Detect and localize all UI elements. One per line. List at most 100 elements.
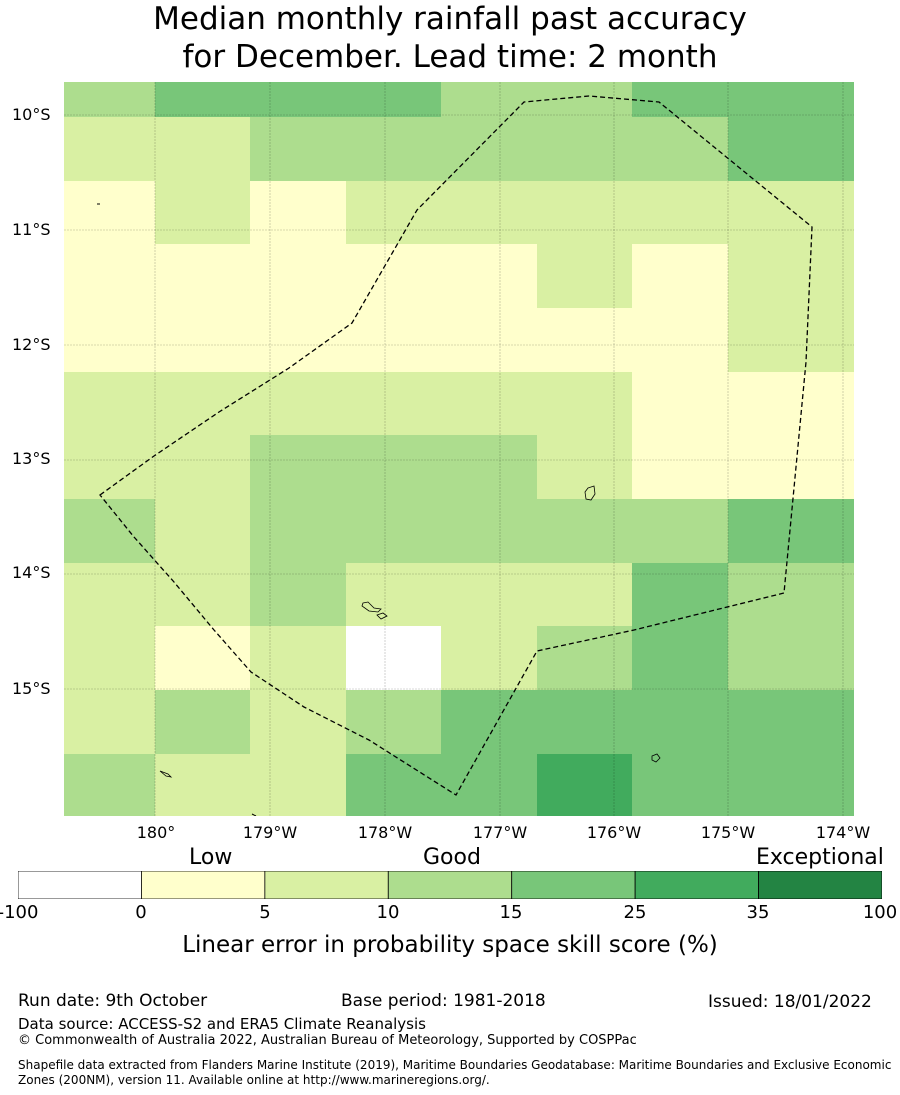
colorbar-tick: -100 <box>0 902 39 923</box>
grid-cell <box>155 117 251 182</box>
grid-cell <box>537 435 633 500</box>
eez-boundary <box>99 95 813 796</box>
graticule <box>64 82 854 816</box>
island-shape <box>361 601 382 613</box>
grid-cell <box>632 82 729 118</box>
grid-cell <box>64 117 156 182</box>
colorbar-title: Linear error in probability space skill … <box>182 932 718 958</box>
grid-cell <box>250 181 347 245</box>
grid-cell <box>346 499 442 564</box>
colorbar-segment <box>387 870 513 900</box>
grid-cell <box>441 308 538 373</box>
grid-cell <box>441 626 538 691</box>
grid-cell <box>728 690 824 755</box>
grid-cell <box>728 372 824 436</box>
grid-cell <box>537 82 633 118</box>
grid-cell <box>441 754 538 816</box>
map-title-line1: Median monthly rainfall past accuracy <box>153 1 747 37</box>
grid-cell <box>346 372 442 436</box>
grid-cell <box>823 82 854 118</box>
grid-cell <box>823 435 854 500</box>
colorbar-tick: 0 <box>135 902 147 923</box>
shapefile-credit: Zones (200NM), version 11. Available onl… <box>18 1073 490 1087</box>
colorbar-tick: 15 <box>499 902 523 923</box>
grid-cell <box>632 435 729 500</box>
grid-cell <box>346 626 442 691</box>
grid-cell <box>155 435 251 500</box>
lat-label: 13°S <box>12 449 51 468</box>
colorbar-tick: 100 <box>862 902 898 923</box>
grid-cell <box>632 372 729 436</box>
grid-cell <box>155 308 251 373</box>
issued-date: Issued: 18/01/2022 <box>708 992 872 1012</box>
grid-cell <box>155 372 251 436</box>
base-period: Base period: 1981-2018 <box>341 991 546 1011</box>
grid-cell <box>537 563 633 627</box>
grid-cell <box>250 308 347 373</box>
grid-cell <box>64 82 156 118</box>
grid-cell <box>632 181 729 245</box>
grid-cell <box>441 499 538 564</box>
shapefile-credit: Shapefile data extracted from Flanders M… <box>18 1058 892 1072</box>
grid-cell <box>823 626 854 691</box>
lon-label: 175°W <box>700 823 756 842</box>
grid-cell <box>823 308 854 373</box>
grid-cell <box>346 244 442 309</box>
category-label-good: Good <box>423 845 481 870</box>
lon-label: 177°W <box>472 823 528 842</box>
grid-cell <box>728 499 824 564</box>
grid-cell <box>537 117 633 182</box>
grid-cell <box>346 181 442 245</box>
lat-label: 11°S <box>12 220 51 239</box>
grid-cell <box>823 117 854 182</box>
colorbar-segment <box>264 870 389 900</box>
grid-cell <box>441 117 538 182</box>
grid-cell <box>632 690 729 755</box>
grid-cell <box>250 563 347 627</box>
grid-cell <box>250 626 347 691</box>
grid-cell <box>64 244 156 309</box>
lon-label: 174°W <box>815 823 871 842</box>
grid-cell <box>823 181 854 245</box>
grid-cell <box>250 690 347 755</box>
grid-cell <box>537 181 633 245</box>
grid-cell <box>346 435 442 500</box>
grid-cell <box>728 244 824 309</box>
colorbar-segment <box>17 870 142 900</box>
grid-cell <box>728 435 824 500</box>
grid-cell <box>728 626 824 691</box>
grid-cell <box>346 308 442 373</box>
colorbar-tick: 5 <box>259 902 271 923</box>
grid-cell <box>64 626 156 691</box>
colorbar-segment <box>511 870 636 900</box>
grid-cell <box>728 117 824 182</box>
grid-cell <box>441 82 538 118</box>
grid-cell <box>728 754 824 816</box>
grid-cell <box>632 499 729 564</box>
grid-cell <box>64 563 156 627</box>
island-shape <box>584 485 596 501</box>
grid-cell <box>64 308 156 373</box>
grid-cell <box>250 117 347 182</box>
grid-cell <box>632 626 729 691</box>
lat-label: 12°S <box>12 335 51 354</box>
grid-cell <box>823 563 854 627</box>
skill-score-map <box>64 82 854 816</box>
grid-cell <box>537 499 633 564</box>
grid-cell <box>441 244 538 309</box>
grid-cell <box>441 563 538 627</box>
grid-cell <box>155 626 251 691</box>
grid-cell <box>250 499 347 564</box>
grid-cell <box>441 372 538 436</box>
category-label-exceptional: Exceptional <box>756 845 884 870</box>
colorbar <box>17 870 883 900</box>
grid-cell <box>823 244 854 309</box>
grid-cell <box>64 690 156 755</box>
map-title-line2: for December. Lead time: 2 month <box>182 39 718 75</box>
grid-cell <box>64 435 156 500</box>
grid-cell <box>155 690 251 755</box>
grid-cell <box>537 372 633 436</box>
island-shape <box>159 770 173 778</box>
grid-cell <box>632 117 729 182</box>
grid-cell <box>823 690 854 755</box>
